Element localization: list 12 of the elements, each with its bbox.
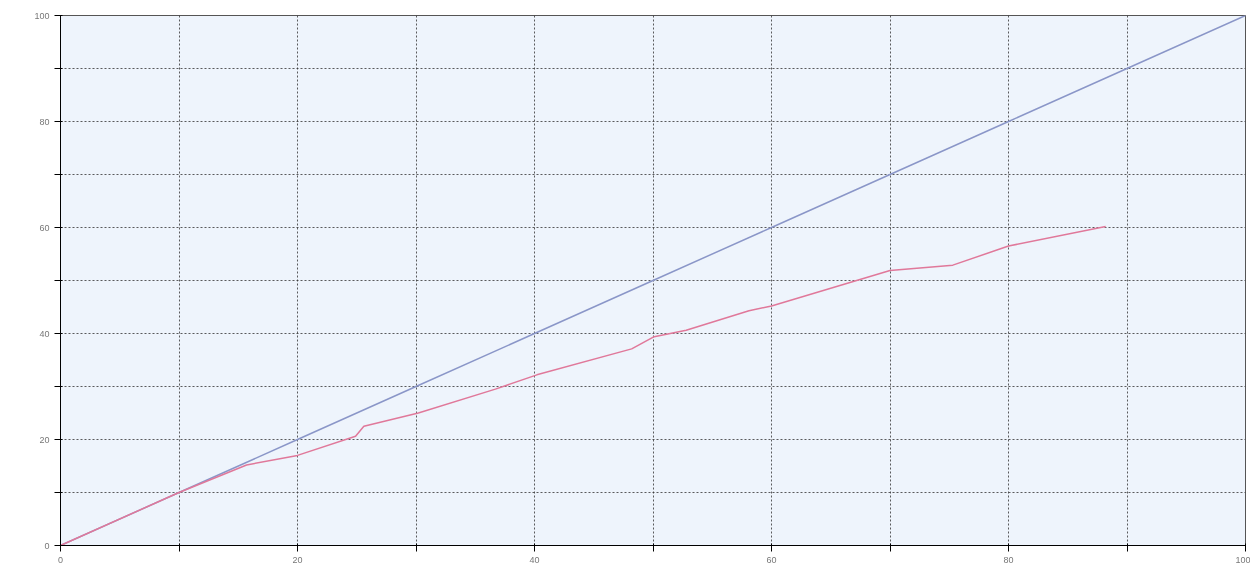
x-tick-label: 80	[1003, 554, 1014, 565]
y-tick-label: 60	[39, 222, 50, 233]
y-tick-label: 40	[39, 328, 50, 339]
x-tick-label: 100	[1235, 554, 1251, 565]
x-tick-label: 20	[292, 554, 303, 565]
y-tick-label: 0	[44, 540, 50, 551]
y-tick-label: 100	[34, 10, 50, 21]
y-tick-label: 20	[39, 434, 50, 445]
x-tick-label: 0	[58, 554, 64, 565]
y-tick-label: 80	[39, 116, 50, 127]
x-tick-label: 40	[529, 554, 540, 565]
x-tick-label: 60	[766, 554, 777, 565]
